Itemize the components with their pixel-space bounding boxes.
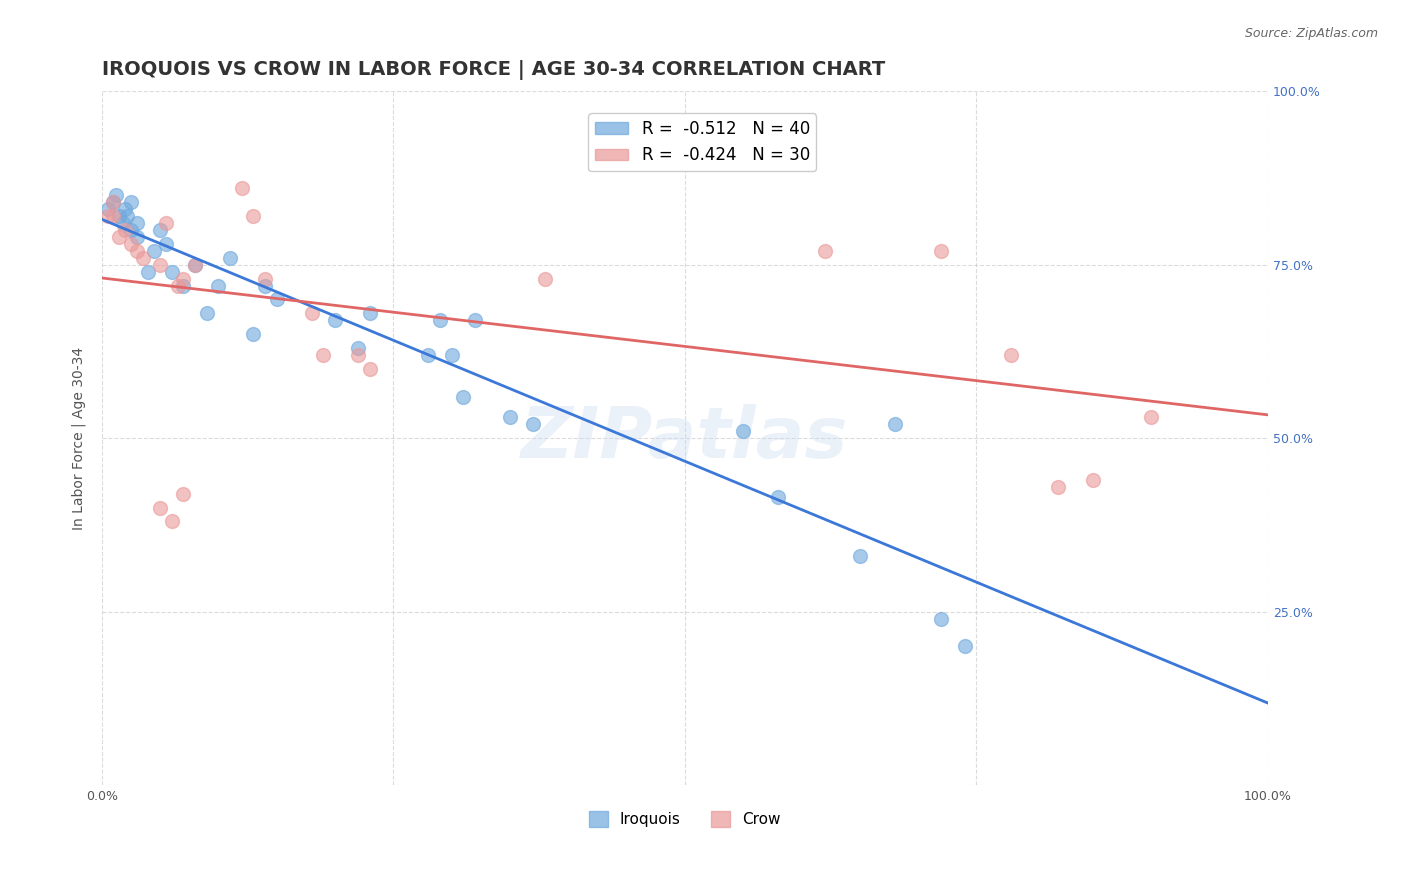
Point bbox=[96, 202, 118, 217]
Point bbox=[138, 265, 160, 279]
Point bbox=[149, 258, 172, 272]
Point bbox=[172, 486, 194, 500]
Point bbox=[266, 293, 288, 307]
Point bbox=[253, 278, 276, 293]
Point bbox=[359, 306, 381, 320]
Point bbox=[418, 348, 440, 362]
Point bbox=[108, 209, 131, 223]
Point bbox=[931, 244, 953, 258]
Point bbox=[166, 278, 188, 293]
Point bbox=[114, 223, 136, 237]
Text: IROQUOIS VS CROW IN LABOR FORCE | AGE 30-34 CORRELATION CHART: IROQUOIS VS CROW IN LABOR FORCE | AGE 30… bbox=[101, 60, 884, 79]
Point bbox=[155, 216, 177, 230]
Point bbox=[96, 209, 118, 223]
Point bbox=[104, 188, 127, 202]
Point bbox=[347, 341, 370, 355]
Point bbox=[242, 327, 264, 342]
Point bbox=[120, 195, 142, 210]
Point bbox=[149, 500, 172, 515]
Point bbox=[184, 258, 207, 272]
Text: ZIPatlas: ZIPatlas bbox=[522, 404, 849, 473]
Point bbox=[440, 348, 463, 362]
Point bbox=[103, 195, 125, 210]
Point bbox=[464, 313, 486, 327]
Point bbox=[733, 424, 755, 438]
Point bbox=[108, 230, 131, 244]
Point bbox=[953, 640, 976, 654]
Point bbox=[155, 236, 177, 251]
Point bbox=[195, 306, 218, 320]
Point bbox=[347, 348, 370, 362]
Point bbox=[114, 202, 136, 217]
Legend: Iroquois, Crow: Iroquois, Crow bbox=[583, 805, 786, 833]
Point bbox=[1000, 348, 1022, 362]
Point bbox=[451, 390, 474, 404]
Point bbox=[125, 244, 148, 258]
Point bbox=[253, 271, 276, 285]
Point bbox=[766, 490, 789, 504]
Point bbox=[242, 209, 264, 223]
Point bbox=[534, 271, 557, 285]
Point bbox=[1081, 473, 1104, 487]
Point bbox=[231, 181, 253, 195]
Point bbox=[522, 417, 544, 432]
Point bbox=[499, 410, 522, 425]
Point bbox=[814, 244, 837, 258]
Point bbox=[143, 244, 166, 258]
Point bbox=[1140, 410, 1163, 425]
Point bbox=[117, 209, 139, 223]
Point bbox=[111, 216, 134, 230]
Point bbox=[103, 209, 125, 223]
Point bbox=[120, 236, 142, 251]
Point bbox=[429, 313, 451, 327]
Text: Source: ZipAtlas.com: Source: ZipAtlas.com bbox=[1244, 27, 1378, 40]
Point bbox=[160, 515, 183, 529]
Point bbox=[125, 230, 148, 244]
Point bbox=[184, 258, 207, 272]
Point bbox=[359, 361, 381, 376]
Point bbox=[172, 271, 194, 285]
Point bbox=[125, 216, 148, 230]
Point bbox=[131, 251, 153, 265]
Point bbox=[120, 223, 142, 237]
Point bbox=[219, 251, 242, 265]
Point bbox=[172, 278, 194, 293]
Point bbox=[323, 313, 346, 327]
Point bbox=[931, 611, 953, 625]
Point bbox=[160, 265, 183, 279]
Point bbox=[301, 306, 323, 320]
Point bbox=[149, 223, 172, 237]
Point bbox=[103, 195, 125, 210]
Point bbox=[1047, 480, 1070, 494]
Y-axis label: In Labor Force | Age 30-34: In Labor Force | Age 30-34 bbox=[72, 347, 86, 530]
Point bbox=[312, 348, 335, 362]
Point bbox=[207, 278, 229, 293]
Point bbox=[883, 417, 905, 432]
Point bbox=[849, 549, 872, 563]
